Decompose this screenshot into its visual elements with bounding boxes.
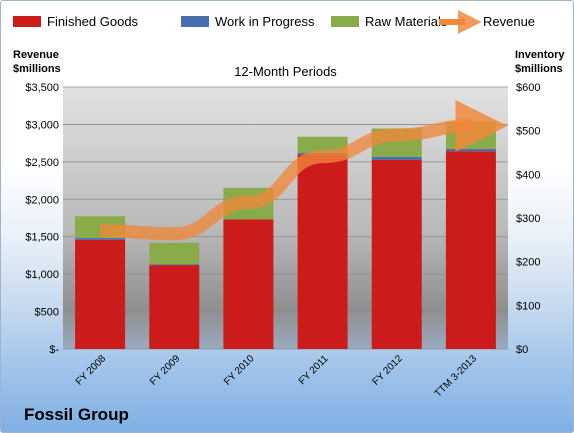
legend-swatch-finished-goods [13, 16, 41, 27]
legend-label-work-in-progress: Work in Progress [215, 14, 315, 29]
right-axis-title-line2: $millions [515, 63, 563, 75]
category-label: TTM 3-2013 [433, 353, 480, 400]
bar-finished-goods [445, 151, 496, 349]
bar-finished-goods [371, 159, 422, 349]
category-label: FY 2012 [370, 353, 405, 388]
bar-raw-materials [297, 136, 348, 153]
category-label: FY 2010 [222, 353, 257, 388]
right-tick-label: $600 [516, 82, 540, 94]
right-tick-label: $100 [516, 300, 540, 312]
legend-label-finished-goods: Finished Goods [47, 14, 139, 29]
company-name: Fossil Group [24, 405, 129, 424]
legend-label-revenue: Revenue [483, 14, 535, 29]
chart-title: 12-Month Periods [234, 64, 337, 79]
left-tick-label: $1,000 [25, 269, 59, 281]
legend-swatch-raw-materials [331, 16, 359, 27]
bar-finished-goods [297, 154, 348, 349]
left-tick-label: $3,500 [25, 82, 59, 94]
right-axis-title-line1: Inventory [515, 49, 565, 61]
bar-raw-materials [149, 242, 200, 265]
bar-finished-goods [75, 239, 126, 349]
bar-finished-goods [149, 265, 200, 349]
left-tick-label: $2,000 [25, 194, 59, 206]
left-tick-label: $2,500 [25, 157, 59, 169]
right-tick-label: $0 [516, 344, 528, 356]
right-tick-label: $300 [516, 213, 540, 225]
bar-work-in-progress [445, 149, 496, 152]
right-tick-label: $400 [516, 169, 540, 181]
revenue-line [100, 99, 508, 241]
left-tick-label: $500 [35, 307, 59, 319]
legend-label-raw-materials: Raw Materials [365, 14, 448, 29]
right-tick-label: $200 [516, 257, 540, 269]
left-axis-title-line1: Revenue [13, 49, 59, 61]
legend-swatch-work-in-progress [181, 16, 209, 27]
category-label: FY 2008 [74, 353, 109, 388]
left-tick-label: $- [49, 344, 59, 356]
bar-work-in-progress [371, 156, 422, 160]
category-label: FY 2009 [148, 353, 183, 388]
left-tick-label: $3,000 [25, 119, 59, 131]
left-tick-label: $1,500 [25, 232, 59, 244]
bar-work-in-progress [149, 264, 200, 266]
bar-finished-goods [223, 219, 274, 349]
right-tick-label: $500 [516, 126, 540, 138]
left-axis-title-line2: $millions [13, 63, 61, 75]
category-label: FY 2011 [297, 353, 331, 387]
bar-work-in-progress [75, 238, 126, 240]
